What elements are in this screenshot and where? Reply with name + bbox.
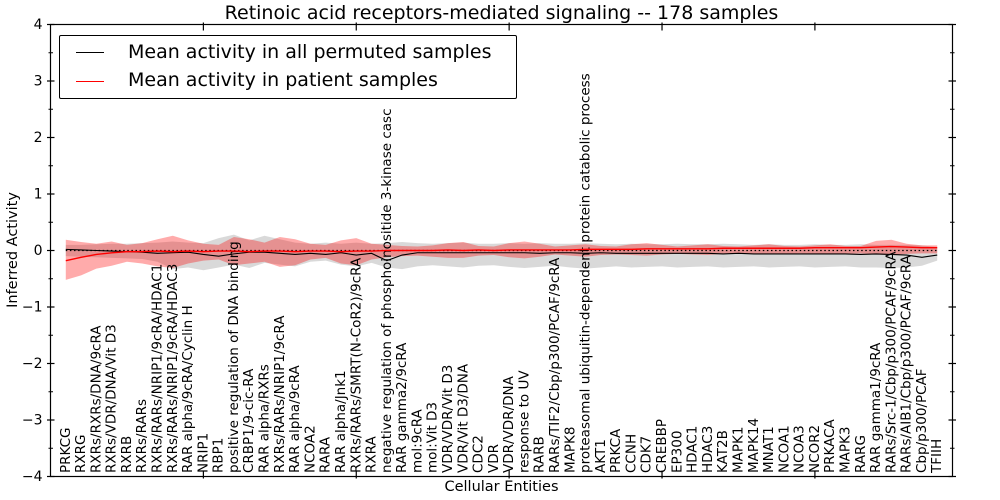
x-entity-label: TFIIH (929, 439, 945, 474)
x-entity-label: negative regulation of phosphoinositide … (379, 109, 395, 474)
x-entity-label: VDR/VDR/Vit D3 (440, 365, 456, 473)
plot-frame (49, 23, 954, 478)
x-entity-label: RARs/Src-1/Cbp/p300/PCAF/9cRA (883, 251, 899, 473)
x-axis-label: Cellular Entities (444, 479, 559, 495)
x-entity-label: RAR gamma1/9cRA (868, 342, 884, 473)
x-entity-label: RAR gamma2/9cRA (394, 342, 410, 473)
y-tick-label: 4 (34, 17, 43, 33)
permuted-mean-line (65, 248, 938, 262)
x-entity-label: CREBBP (654, 419, 670, 473)
x-entity-label: CRBP1/9-cic-RA (241, 368, 257, 473)
x-entity-label: positive regulation of DNA binding (226, 241, 242, 473)
y-tick-label: 0 (34, 243, 43, 259)
x-entity-label: RXRG (73, 435, 89, 473)
x-entity-label: HDAC1 (685, 426, 701, 473)
y-tick-label: −4 (22, 469, 43, 485)
y-axis-label: Inferred Activity (5, 192, 21, 308)
x-entity-label: MAPK8 (562, 427, 578, 473)
x-entity-label: EP300 (669, 431, 685, 473)
permuted-line-swatch (76, 52, 104, 54)
x-entity-label: NRIP1 (195, 433, 211, 473)
x-entity-label: RXRB (119, 436, 135, 473)
x-entity-label: MNAT1 (761, 426, 777, 473)
legend-label-patient: Mean activity in patient samples (128, 69, 438, 92)
x-entity-label: RBP1 (211, 438, 227, 473)
chart-title: Retinoic acid receptors-mediated signali… (224, 2, 779, 24)
x-entity-label: RAR alpha/9cRA (287, 364, 303, 473)
x-entity-label: proteasomal ubiquitin-dependent protein … (578, 73, 594, 473)
x-entity-label: NCOA3 (792, 425, 808, 473)
y-tick-label: 2 (34, 130, 43, 146)
x-entity-label: RAR alpha/RXRs (257, 364, 273, 473)
x-entity-label: CCNH (623, 434, 639, 473)
y-tick-label: −2 (22, 356, 43, 372)
x-entity-label: mol:Vit D3 (425, 402, 441, 473)
patient-line-swatch (76, 80, 104, 82)
y-tick-label: −1 (22, 300, 43, 316)
x-entity-label: RXRs/RARs/NRIP1/9cRA/HDAC3 (165, 264, 181, 473)
x-entity-label: RXRs/RARs/NRIP1/9cRA/HDAC1 (150, 264, 166, 473)
x-entity-label: mol:9cRA (409, 408, 425, 473)
x-entity-label: KAT2B (715, 430, 731, 473)
x-entity-label: RAR alpha/Jnk1 (333, 370, 349, 473)
x-entity-label: RXRs/RARs/SMRT(N-CoR2)/9cRA (348, 257, 364, 473)
x-entity-label: RARA (318, 436, 334, 473)
x-entity-label: RARs/AIB1/Cbp/p300/PCAF/9cRA (899, 254, 915, 473)
x-entity-label: AKT1 (593, 439, 609, 473)
x-entity-label: NCOR2 (807, 425, 823, 473)
x-entity-label: RXRs/RXRs/DNA/9cRA (88, 325, 104, 473)
x-entity-label: MAPK1 (730, 427, 746, 473)
x-entity-label: CDC2 (471, 435, 487, 473)
x-entity-label: RARG (853, 435, 869, 473)
patient-band (65, 235, 938, 280)
y-tick-label: 3 (34, 74, 43, 90)
x-entity-label: NCOA1 (776, 425, 792, 473)
x-entity-label: CDK7 (639, 436, 655, 473)
x-entity-label: RARB (532, 436, 548, 473)
x-entity-label: Cbp/p300/PCAF (914, 368, 930, 473)
y-tick-label: −3 (22, 413, 43, 429)
y-tick-label: 1 (34, 187, 43, 203)
legend: Mean activity in all permuted samples Me… (59, 35, 517, 99)
legend-label-permuted: Mean activity in all permuted samples (128, 40, 492, 63)
x-entity-label: RXRA (364, 436, 380, 473)
x-entity-label: HDAC3 (700, 426, 716, 473)
x-entity-label: MAPK3 (837, 427, 853, 473)
x-entity-label: RAR alpha/9cRA/Cyclin H (180, 305, 196, 473)
x-entity-label: RARs/TIF2/Cbp/p300/PCAF/9cRA (547, 257, 563, 473)
x-entity-label: response to UV (516, 370, 532, 473)
x-entity-label: NCOA2 (302, 425, 318, 473)
x-entity-label: VDR/Vit D3/DNA (455, 363, 471, 473)
x-entity-label: RXRs/RARs (134, 399, 150, 473)
legend-item-permuted: Mean activity in all permuted samples (60, 41, 516, 65)
x-entity-label: VDR/VDR/DNA (501, 375, 517, 473)
patient-mean-line (65, 245, 938, 262)
legend-item-patient: Mean activity in patient samples (60, 69, 516, 93)
x-entity-label: MAPK14 (746, 418, 762, 473)
x-entity-label: RXRs/RARs/NRIP1/9cRA (272, 315, 288, 473)
x-entity-label: PRKCG (58, 427, 74, 473)
x-entity-label: PRKACA (822, 418, 838, 473)
x-entity-label: PRKCA (608, 428, 624, 473)
x-entity-label: VDR (486, 444, 502, 473)
x-entity-label: RXRs/VDR/DNA/Vit D3 (104, 324, 120, 473)
